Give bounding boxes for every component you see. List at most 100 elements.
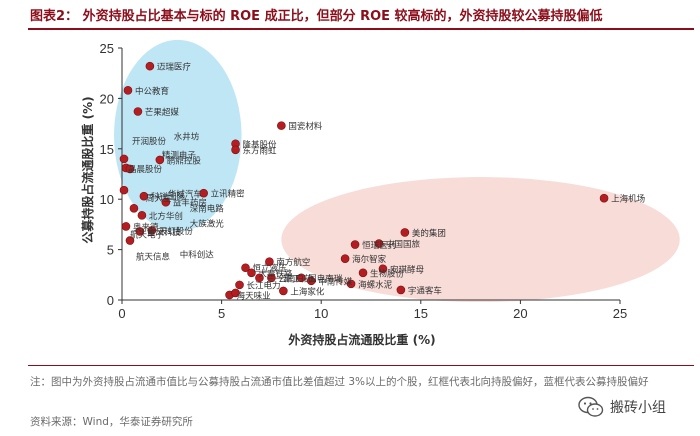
y-tick-label: 10 [100,192,114,207]
point-label: 立讯精密 [211,189,246,200]
data-point [121,222,131,231]
x-axis-label: 外资持股占流通股比重 (%) [288,332,435,347]
data-point [119,154,129,164]
data-point [296,273,306,283]
point-label: 恒立液压 [253,263,288,274]
point-label: 海尔智家 [352,254,387,265]
point-label: 宇通客车 [408,285,442,296]
point-label: 云南白药 [278,273,312,284]
x-tick-label: 20 [513,306,527,321]
y-tick-label: 5 [107,243,114,258]
x-tick-label: 0 [118,306,125,321]
point-label: 科锐国际 [151,192,186,203]
point-label: 国瓷材料 [288,121,323,132]
point-label: 上海机场 [611,194,645,205]
point-label: 中南传媒 [318,276,353,287]
y-tick-label: 25 [100,41,114,56]
data-point [267,273,276,283]
point-label: 迈瑞医疗 [157,62,192,73]
data-point [133,107,143,116]
point-label: 金风科技 [147,227,182,238]
data-point [340,254,350,263]
scatter-chart: 0 5 10 15 20 25 0 5 10 15 20 25 迈瑞医疗中公教育芒果超媒国瓷材料隆基股… [80,39,680,347]
data-point [306,276,316,286]
chart-source: 资料来源：Wind，华泰证券研究所 [30,416,193,428]
x-tick-label: 5 [218,306,225,321]
point-label: 南方航空 [276,257,310,268]
data-point [231,288,240,298]
data-point [374,239,384,248]
point-label: 益丰药房 [173,198,207,209]
data-point [129,203,139,213]
zone-ellipse-0 [114,39,242,232]
data-point [599,193,609,203]
footer-rule [28,365,694,366]
point-label: 恒瑞医药 [362,240,396,251]
annotation-label: 周大生 [146,193,172,204]
title-bar: 图表2： 外资持股占比基本与标的 ROE 成正比，但部分 ROE 较高标的，外资… [0,0,700,30]
data-point [241,263,250,273]
point-label: 天虹股份 [159,226,194,237]
point-label: 鹏鼎控股 [167,155,202,166]
axes: 0 5 10 15 20 25 0 5 10 15 20 25 [100,41,628,321]
data-point [279,286,288,296]
point-label: 海螺水泥 [358,279,393,290]
point-label: 美的集团 [412,228,446,239]
annotation-label: 航天信息 [136,252,171,263]
data-point [265,257,274,266]
point-label: 芒果超媒 [145,107,180,118]
annotation-label: 大族激光 [190,218,225,229]
data-point [135,227,145,236]
data-point [147,226,157,235]
point-label: 东方雨虹 [243,145,278,156]
annotation-label: 华域汽车 [168,189,202,200]
data-point [400,228,410,237]
point-label: 长江电力 [247,280,281,291]
title-rule [28,28,694,30]
chart-title: 图表2： 外资持股占比基本与标的 ROE 成正比，但部分 ROE 较高标的，外资… [30,9,603,24]
annotation-label: 深南电路 [190,203,225,214]
data-point [396,285,406,295]
y-tick-label: 15 [100,142,114,157]
point-label: 中国国旅 [386,239,421,250]
point-label: 国电南瑞 [308,273,343,284]
point-label: 奥来德 [133,222,159,233]
point-label: 三一重工 [266,273,301,284]
point-label: 北方华创 [149,211,183,222]
data-point [358,268,368,278]
annotation-label: 精测电子 [162,150,197,161]
y-axis-label: 公募持股占流通股比重 (%) [80,96,95,243]
x-tick-label: 10 [314,306,328,321]
data-point [125,236,135,245]
y-tick-label: 20 [100,91,114,106]
data-point [119,185,129,195]
preference-zones [114,39,680,303]
data-point [350,240,360,249]
data-point [199,188,208,198]
annotation-label: 航天电子 [130,230,165,241]
data-point [139,191,149,201]
data-point [125,164,135,174]
x-tick-label: 15 [414,306,428,321]
data-point [123,86,133,95]
annotation-label: 开润股份 [132,136,167,147]
data-points [119,61,609,300]
data-point [231,145,240,155]
point-label: 隆基股份 [243,139,278,150]
annotation-label: 水井坊 [174,132,200,143]
wechat-icon [578,396,604,417]
data-point [378,264,388,274]
data-point [255,273,264,283]
point-label: 安琪酵母 [390,264,424,275]
watermark-text: 搬砖小组 [610,400,666,416]
data-point [235,280,244,290]
annotation-label: 晶晨股份 [128,164,163,175]
point-label: 海天味业 [237,290,271,301]
y-tick-label: 0 [107,293,114,308]
data-point [247,268,256,278]
data-point [346,279,356,289]
data-point [161,197,171,207]
point-label: 上海家化 [290,286,325,297]
data-point [137,211,147,220]
